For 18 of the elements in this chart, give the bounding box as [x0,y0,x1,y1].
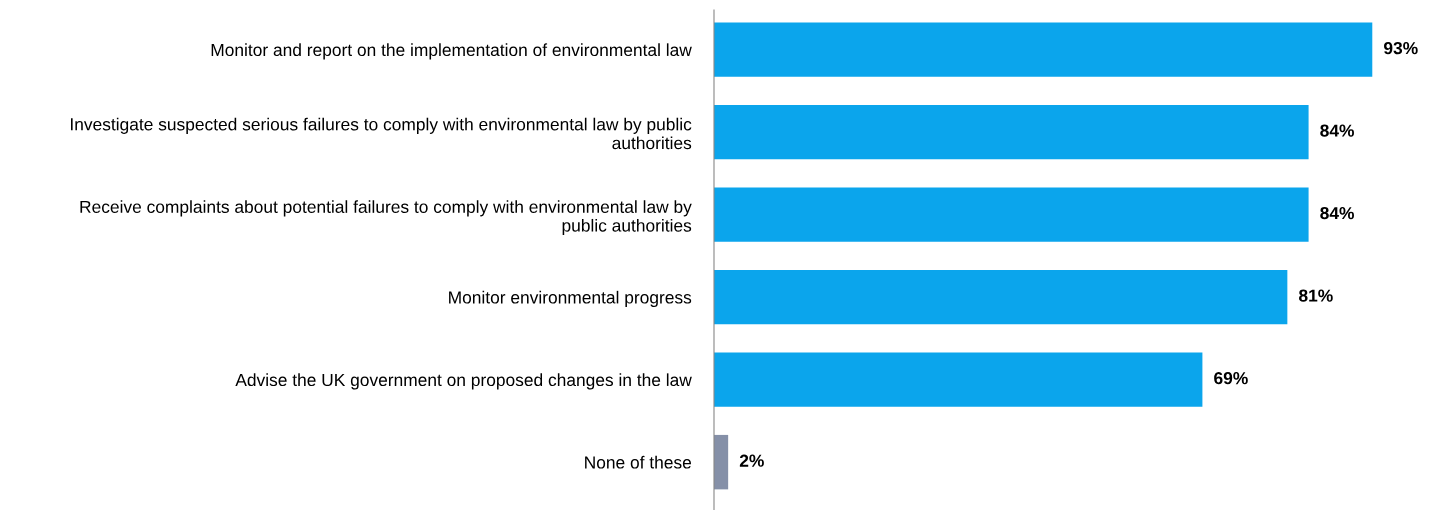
bar [714,434,729,490]
bar [714,352,1203,407]
data-label: 69% [1214,372,1248,385]
data-label: 84% [1320,124,1354,137]
data-label: 84% [1320,206,1354,220]
data-label: 93% [1384,41,1418,55]
data-label: 81% [1299,289,1333,302]
y-tick-label: None of these [585,455,692,469]
y-tick-label: Receive complaints about potential failures to comply with environmental law by public authorities [80,200,692,236]
y-tick-label: Monitor and report on the implementation of environmental law [211,43,692,60]
bar [714,104,1309,160]
y-tick-label: Monitor environmental progress [449,290,692,308]
data-label: 2% [739,454,764,467]
bar [714,187,1309,242]
bar [714,269,1288,325]
bar [714,22,1373,77]
y-tick-label: Advise the UK government on proposed changes in the law [235,373,692,390]
y-tick-label: Investigate suspected serious failures to comply with environmental law by public authorities [71,117,692,150]
